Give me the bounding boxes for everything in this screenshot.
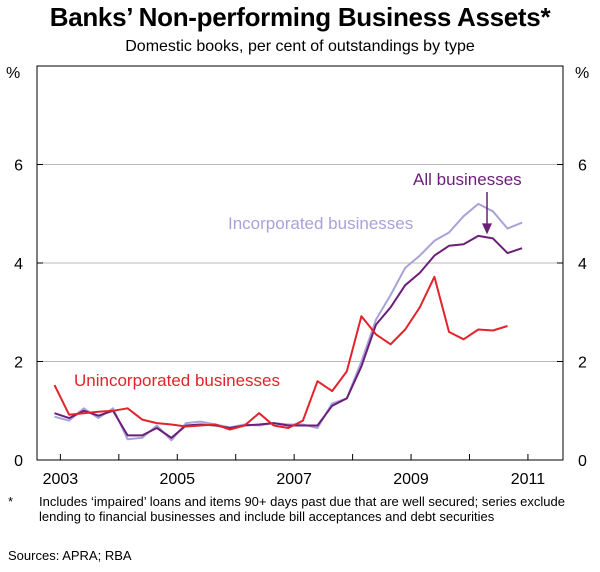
annotation-arrow-head	[482, 223, 493, 235]
grid	[37, 164, 563, 362]
sources-note: Sources: APRA; RBA	[8, 548, 132, 563]
footnote-text: Includes ‘impaired’ loans and items 90+ …	[39, 494, 565, 524]
y-tick-label-right: 2	[578, 355, 587, 372]
chart-title: Banks’ Non-performing Business Assets*	[49, 2, 551, 32]
y-tick-label-left: 2	[14, 355, 23, 372]
axis-ticks: 0 0 2 2 4 4 6 6 2003 2005 2007 2009 2011	[14, 158, 587, 489]
series-line-incorporated-businesses	[54, 202, 523, 442]
series-lines	[53, 202, 523, 442]
series-label-incorporated-businesses: Incorporated businesses	[228, 214, 413, 233]
footnote: * Includes ‘impaired’ loans and items 90…	[8, 494, 593, 524]
series-line-all-businesses	[54, 234, 523, 439]
x-tick-label: 2007	[276, 471, 312, 488]
y-unit-left: %	[6, 65, 20, 82]
x-tick-label: 2009	[393, 471, 429, 488]
series-label-unincorporated-businesses: Unincorporated businesses	[74, 371, 280, 390]
y-tick-label-right: 4	[578, 256, 587, 273]
series-labels: All businesses Incorporated businesses Uni…	[74, 170, 522, 390]
chart-subtitle: Domestic books, per cent of outstandings…	[125, 38, 475, 55]
series-line-unincorporated-businesses	[53, 275, 508, 431]
series-label-all-businesses: All businesses	[413, 170, 522, 189]
y-tick-label-right: 6	[578, 158, 587, 175]
y-unit-right: %	[575, 65, 589, 82]
x-tick-label: 2011	[511, 471, 546, 488]
y-tick-label-left: 6	[14, 158, 23, 175]
footnote-marker: *	[8, 494, 14, 509]
y-tick-label-left: 0	[14, 453, 23, 470]
y-tick-label-left: 4	[14, 256, 23, 273]
x-tick-label: 2005	[159, 471, 195, 488]
x-tick-label: 2003	[43, 471, 79, 488]
y-tick-label-right: 0	[578, 453, 587, 470]
